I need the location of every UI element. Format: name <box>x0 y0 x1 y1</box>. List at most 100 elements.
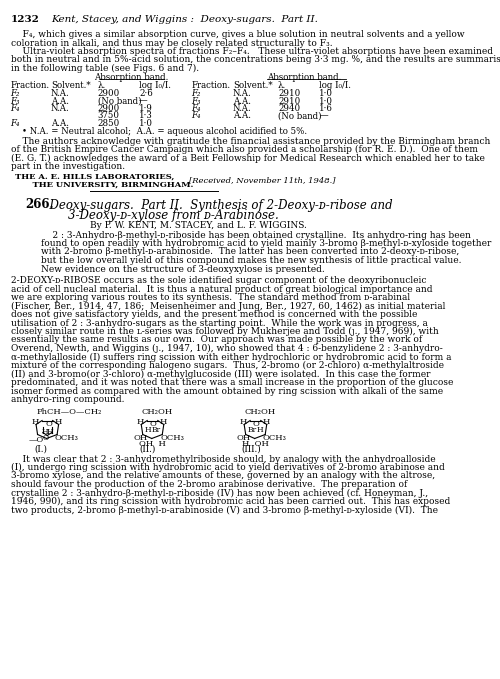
Text: we are exploring various routes to its synthesis.  The standard method from ᴅ-ar: we are exploring various routes to its s… <box>10 293 409 302</box>
Text: 1·6: 1·6 <box>320 104 333 113</box>
Text: 2940: 2940 <box>278 104 300 113</box>
Text: F₂: F₂ <box>192 89 201 98</box>
Text: F₂: F₂ <box>10 89 20 98</box>
Text: 1946, 990), and its ring scission with hydrobromic acid has been carried out.  T: 1946, 990), and its ring scission with h… <box>10 497 450 506</box>
Text: F₃: F₃ <box>192 96 201 105</box>
Text: 3750: 3750 <box>98 111 120 120</box>
Text: N.A.: N.A. <box>51 104 70 113</box>
Text: OCH₃: OCH₃ <box>55 435 78 443</box>
Text: (E. G. T.) acknowledges the award of a Beit Fellowship for Medical Research whic: (E. G. T.) acknowledges the award of a B… <box>10 153 484 163</box>
Text: OCH₃: OCH₃ <box>160 435 184 443</box>
Text: (Fischer, Ber., 1914, 47, 186;  Meisenheimer and Jung, Ber., 1927, 60, 1462) as : (Fischer, Ber., 1914, 47, 186; Meisenhei… <box>10 301 445 310</box>
Text: H: H <box>256 426 263 435</box>
Text: Kent, Stacey, and Wiggins :  Deoxy-sugars.  Part II.: Kent, Stacey, and Wiggins : Deoxy-sugars… <box>51 15 318 24</box>
Text: N.A.: N.A. <box>233 104 252 113</box>
Text: It was clear that 2 : 3-anhydromethylriboside should, by analogy with the anhydr: It was clear that 2 : 3-anhydromethylrib… <box>10 454 435 464</box>
Text: 3-bromo xylose, and the relative amounts of these, governed by an analogy with t: 3-bromo xylose, and the relative amounts… <box>10 471 434 481</box>
Text: F₃: F₃ <box>10 96 20 105</box>
Text: part in the investigation.: part in the investigation. <box>10 162 124 171</box>
Text: H: H <box>54 418 62 426</box>
Text: O: O <box>45 420 52 428</box>
Text: THE UNIVERSITY, BIRMINGHAM.: THE UNIVERSITY, BIRMINGHAM. <box>21 181 194 189</box>
Text: α-methylalloside (I) suffers ring scission with either hydrochloric or hydrobrom: α-methylalloside (I) suffers ring scissi… <box>10 352 451 362</box>
Text: 1·0: 1·0 <box>320 89 334 98</box>
Text: H: H <box>240 418 247 426</box>
Text: F₄: F₄ <box>10 104 20 113</box>
Text: OCH₃: OCH₃ <box>263 435 287 443</box>
Text: • N.A. = Neutral alcohol;  A.A. = aqueous alcohol acidified to 5%.: • N.A. = Neutral alcohol; A.A. = aqueous… <box>10 126 306 136</box>
Text: A.A.: A.A. <box>51 119 69 128</box>
Text: CH₂OH: CH₂OH <box>244 407 276 416</box>
Text: anhydro-ring compound.: anhydro-ring compound. <box>10 395 124 404</box>
Text: OH: OH <box>134 435 148 443</box>
Text: (II.): (II.) <box>140 445 156 454</box>
Text: F₄, which gives a similar absorption curve, gives a blue solution in neutral sol: F₄, which gives a similar absorption cur… <box>10 30 464 39</box>
Text: log I₀/I.: log I₀/I. <box>139 81 171 90</box>
Text: [Received, November 11th, 1948.]: [Received, November 11th, 1948.] <box>190 177 336 185</box>
Text: N.A.: N.A. <box>51 89 70 98</box>
Text: OH  H: OH H <box>139 441 166 449</box>
Text: (No band): (No band) <box>278 111 322 120</box>
Text: with 2-bromo β-methyl-ᴅ-arabinoside.  The latter has been converted into 2-deoxy: with 2-bromo β-methyl-ᴅ-arabinoside. The… <box>42 248 460 257</box>
Text: H: H <box>32 418 39 426</box>
Text: isomer formed as compared with the amount obtained by ring scission with alkali : isomer formed as compared with the amoun… <box>10 386 442 395</box>
Text: 2 : 3-Anhydro-β-methyl-ᴅ-riboside has been obtained crystalline.  Its anhydro-ri: 2 : 3-Anhydro-β-methyl-ᴅ-riboside has be… <box>42 230 471 240</box>
Text: 2910: 2910 <box>278 89 300 98</box>
Text: closely similar route in the ʟ-series was followed by Mukherjee and Todd (ȷ., 19: closely similar route in the ʟ-series wa… <box>10 327 438 336</box>
Text: F₄: F₄ <box>192 111 201 120</box>
Text: 3-Deoxy-ᴅ-xylose from ᴅ-Arabinose.: 3-Deoxy-ᴅ-xylose from ᴅ-Arabinose. <box>68 210 278 223</box>
Text: OH: OH <box>236 435 251 443</box>
Text: THE A. E. HILLS LABORATORIES,: THE A. E. HILLS LABORATORIES, <box>15 172 174 181</box>
Text: N.A.: N.A. <box>233 89 252 98</box>
Text: H: H <box>42 428 48 435</box>
Text: two products, 2-bromo β-methyl-ᴅ-arabinoside (V) and 3-bromo β-methyl-ᴅ-xyloside: two products, 2-bromo β-methyl-ᴅ-arabino… <box>10 505 438 515</box>
Text: H: H <box>262 418 270 426</box>
Text: By P. W. KENT, M. STACEY, and L. F. WIGGINS.: By P. W. KENT, M. STACEY, and L. F. WIGG… <box>90 221 307 230</box>
Text: in the following table (see Figs. 6 and 7).: in the following table (see Figs. 6 and … <box>10 64 198 73</box>
Text: 2900: 2900 <box>98 89 120 98</box>
Text: essentially the same results as our own.  Our approach was made possible by the : essentially the same results as our own.… <box>10 335 422 344</box>
Text: λ.: λ. <box>98 81 106 90</box>
Text: 2·6: 2·6 <box>139 89 152 98</box>
Text: O: O <box>252 420 260 428</box>
Text: The authors acknowledge with gratitude the financial assistance provided by the : The authors acknowledge with gratitude t… <box>10 136 490 145</box>
Text: acid of cell nucleal material.  It is thus a natural product of great biological: acid of cell nucleal material. It is thu… <box>10 285 432 293</box>
Text: A.A.: A.A. <box>233 96 251 105</box>
Text: λ.: λ. <box>278 81 286 90</box>
Text: Br: Br <box>152 426 161 435</box>
Text: mixture of the corresponding halogeno sugars.  Thus, 2-bromo (or 2-chloro) α-met: mixture of the corresponding halogeno su… <box>10 361 444 370</box>
Text: H: H <box>144 426 151 435</box>
Text: H: H <box>46 428 53 435</box>
Text: Solvent.*: Solvent.* <box>233 81 272 90</box>
Text: A.A.: A.A. <box>51 96 69 105</box>
Text: H  OH: H OH <box>242 441 269 449</box>
Text: (No band): (No band) <box>98 96 142 105</box>
Text: coloration in alkali, and thus may be closely related structurally to F₃.: coloration in alkali, and thus may be cl… <box>10 39 332 48</box>
Text: crystalline 2 : 3-anhydro-β-methyl-ᴅ-riboside (IV) has now been achieved (cf. Ho: crystalline 2 : 3-anhydro-β-methyl-ᴅ-rib… <box>10 488 428 498</box>
Text: H: H <box>160 418 166 426</box>
Text: Absorption band.: Absorption band. <box>94 73 168 82</box>
Text: utilisation of 2 : 3-anhydro-sugars as the starting point.  While the work was i: utilisation of 2 : 3-anhydro-sugars as t… <box>10 318 428 327</box>
Text: (I), undergo ring scission with hydrobromic acid to yield derivatives of 2-bromo: (I), undergo ring scission with hydrobro… <box>10 463 444 472</box>
Text: O: O <box>150 420 156 428</box>
Text: F₄: F₄ <box>192 104 201 113</box>
Text: Absorption band.: Absorption band. <box>267 73 342 82</box>
Text: F₄: F₄ <box>10 119 20 128</box>
Text: Deoxy-sugars.  Part II.  Synthesis of 2-Deoxy-ᴅ-ribose and: Deoxy-sugars. Part II. Synthesis of 2-De… <box>42 198 393 211</box>
Text: (I.): (I.) <box>35 445 48 454</box>
Text: Br: Br <box>247 426 256 435</box>
Text: CH₂OH: CH₂OH <box>141 407 172 416</box>
Text: of the British Empire Cancer Campaign which also provided a scholarship (for R. : of the British Empire Cancer Campaign wh… <box>10 145 477 154</box>
Text: 1·0: 1·0 <box>139 119 153 128</box>
Text: —: — <box>139 96 147 105</box>
Text: Fraction.: Fraction. <box>10 81 50 90</box>
Text: 1232: 1232 <box>10 15 40 24</box>
Text: (II) and 3-bromo(or 3-chloro) α-methylglucoside (III) were isolated.  In this ca: (II) and 3-bromo(or 3-chloro) α-methylgl… <box>10 369 430 379</box>
Text: O: O <box>43 433 49 441</box>
Text: 2-DEOXY-ᴅ-RIBOSE occurs as the sole identified sugar component of the deoxyribon: 2-DEOXY-ᴅ-RIBOSE occurs as the sole iden… <box>10 276 426 285</box>
Text: Overend, Newth, and Wiggins (ȷ., 1947, 10), who showed that 4 : 6-benzylidene 2 : Overend, Newth, and Wiggins (ȷ., 1947, 1… <box>10 344 442 353</box>
Text: 2900: 2900 <box>98 104 120 113</box>
Text: 2850: 2850 <box>98 119 120 128</box>
Text: but the low overall yield of this compound makes the new synthesis of little pra: but the low overall yield of this compou… <box>42 256 462 265</box>
Text: does not give satisfactory yields, and the present method is concerned with the : does not give satisfactory yields, and t… <box>10 310 417 319</box>
